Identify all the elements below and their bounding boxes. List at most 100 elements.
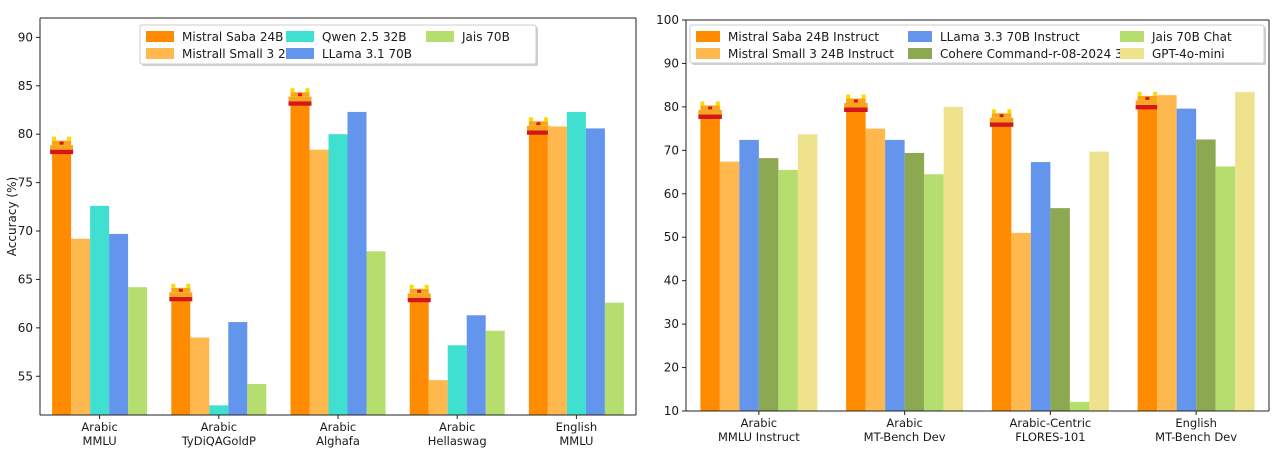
x-tick-label: FLORES-101 [1015,430,1085,444]
bar-gpt-4o-mini-arabic-centric-flores-101 [1089,151,1109,412]
bar-cohere-command-r-08-2024-32b-arabic-mmlu-instruct [758,158,779,411]
legend-label-jais-70b: Jais 70B [461,30,510,44]
bar-mistral-saba-24b-instruct-arabic-centric-flores-101 [991,124,1012,412]
bar-mistral-saba-24b-arabic-mmlu [52,151,72,415]
bar-jais-70b-english-mmlu [604,302,624,415]
y-tick-label: 65 [18,272,33,286]
x-tick-label: Arabic-Centric [1009,416,1091,430]
y-tick-label: 100 [656,13,679,27]
y-tick-label: 80 [664,100,679,114]
legend-label-llama-3-1-70b: LLama 3.1 70B [322,47,412,61]
logo-orange-band [698,109,722,115]
legend-swatch-gpt-4o-mini [1120,48,1144,59]
logo-red-block [708,106,713,110]
logo-orange-band [526,125,550,131]
logo-red-block [178,288,183,292]
logo-orange-band [844,102,868,108]
bar-mistrall-small-3-24b-arabic-hellaswag [428,380,448,415]
bar-jais-70b-arabic-mmlu [128,287,148,415]
logo-red-band [844,107,868,112]
bar-jais-70b-chat-english-mt-bench-dev [1215,166,1236,411]
logo-orange-band [288,96,312,102]
logo-yellow-block [290,88,295,93]
y-tick-label: 75 [18,176,33,190]
x-tick-label: MT-Bench Dev [1155,430,1237,444]
bar-jais-70b-chat-arabic-centric-flores-101 [1069,401,1090,411]
bar-mistral-small-3-24b-instruct-arabic-centric-flores-101 [1011,232,1031,411]
legend-swatch-mistral-saba-24b [146,31,174,42]
x-tick-label: Arabic [201,420,237,434]
x-tick-label: Arabic [886,416,922,430]
legend-swatch-jais-70b [426,31,454,42]
logo-orange-band [50,145,74,150]
y-tick-label: 40 [664,274,679,288]
legend-swatch-llama-3-1-70b [286,48,314,59]
bar-jais-70b-arabic-hellaswag [485,330,505,415]
legend-label-mistrall-small-3-24b: Mistrall Small 3 24B [182,47,302,61]
bar-llama-3-1-70b-english-mmlu [585,128,605,415]
bar-qwen-2-5-32b-english-mmlu [566,111,586,416]
logo-red-block [536,122,541,126]
legend-swatch-llama-3-3-70b-instruct [908,31,932,42]
x-tick-label: Arabic [81,420,117,434]
bar-mistral-small-3-24b-instruct-english-mt-bench-dev [1157,95,1177,412]
bar-mistral-saba-24b-english-mmlu [528,132,548,415]
logo-yellow-block [846,94,851,99]
y-tick-label: 55 [18,369,33,383]
bar-llama-3-1-70b-arabic-hellaswag [466,315,486,415]
y-tick-label: 90 [664,56,679,70]
logo-yellow-block [1007,109,1012,114]
legend-label-mistral-small-3-24b-instruct: Mistral Small 3 24B Instruct [728,47,894,61]
legend-label-qwen-2-5-32b: Qwen 2.5 32B [322,30,406,44]
legend-swatch-qwen-2-5-32b [286,31,314,42]
logo-orange-band [989,117,1014,123]
bar-jais-70b-arabic-tydiqagoldp [247,384,267,415]
logo-red-band [407,297,431,303]
bar-mistral-saba-24b-arabic-hellaswag [409,299,429,415]
logo-yellow-block [171,283,176,288]
y-tick-label: 30 [664,317,679,331]
x-tick-label: Arabic [439,420,475,434]
bar-mistral-saba-24b-arabic-alghafa [290,103,310,416]
logo-yellow-block [861,94,866,99]
bar-mistrall-small-3-24b-english-mmlu [547,126,567,415]
bar-cohere-command-r-08-2024-32b-arabic-mt-bench-dev [904,152,925,411]
logo-yellow-block [52,136,57,141]
legend-label-mistral-saba-24b-instruct: Mistral Saba 24B Instruct [728,30,879,44]
logo-red-band [698,114,722,119]
y-tick-label: 70 [18,224,33,238]
logo-red-band [989,122,1014,127]
y-tick-label: 85 [18,79,33,93]
legend: Mistral Saba 24B Instruct Mistral Small 3… [689,24,1266,65]
y-axis-label: Accuracy (%) [5,177,19,256]
bar-cohere-command-r-08-2024-32b-arabic-centric-flores-101 [1050,208,1070,411]
bar-mistral-saba-24b-instruct-english-mt-bench-dev [1137,106,1158,411]
bar-mistral-saba-24b-instruct-arabic-mmlu-instruct [700,116,720,412]
y-tick-label: 20 [664,361,679,375]
x-tick-label: MMLU Instruct [718,430,800,444]
bar-llama-3-3-70b-instruct-arabic-centric-flores-101 [1030,162,1051,411]
y-tick-label: 60 [18,321,33,335]
bar-qwen-2-5-32b-arabic-hellaswag [447,345,467,415]
bar-mistral-saba-24b-instruct-arabic-mt-bench-dev [846,109,866,412]
logo-orange-band [169,292,193,297]
bar-mistral-saba-24b-arabic-tydiqagoldp [171,298,191,415]
logo-yellow-block [1153,91,1158,96]
legend-swatch-jais-70b-chat [1120,31,1144,42]
bar-llama-3-3-70b-instruct-arabic-mt-bench-dev [885,139,905,411]
bar-mistral-small-3-24b-instruct-arabic-mmlu-instruct [719,161,740,411]
y-tick-label: 70 [664,143,679,157]
x-tick-label: MMLU [83,434,117,448]
legend-label-jais-70b-chat: Jais 70B Chat [1151,30,1232,44]
logo-red-band [526,130,550,135]
x-tick-label: Arabic [320,420,356,434]
y-tick-label: 90 [18,30,33,44]
logo-red-block [417,289,422,293]
bar-qwen-2-5-32b-arabic-tydiqagoldp [209,405,229,415]
bar-cohere-command-r-08-2024-32b-english-mt-bench-dev [1196,139,1216,411]
logo-yellow-block [715,101,720,106]
logo-yellow-block [1137,91,1142,96]
bar-gpt-4o-mini-arabic-mmlu-instruct [797,134,818,411]
bar-qwen-2-5-32b-arabic-mmlu [90,205,110,415]
